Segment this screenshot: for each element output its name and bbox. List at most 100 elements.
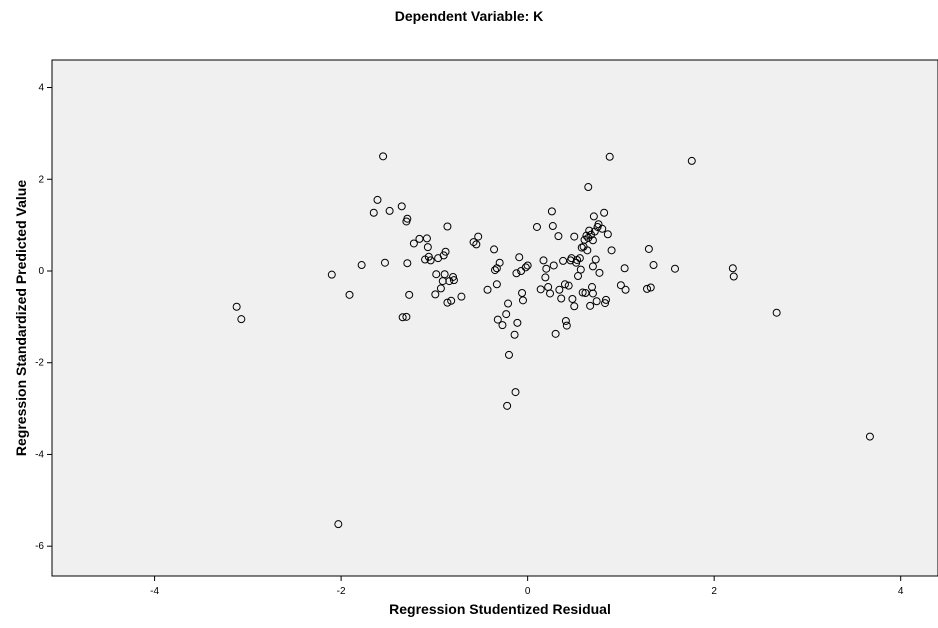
data-point (424, 252, 433, 261)
data-point (334, 520, 343, 529)
data-point (605, 152, 614, 161)
data-point (539, 256, 548, 265)
data-point (644, 244, 653, 253)
data-point (490, 245, 499, 254)
data-point (621, 285, 630, 294)
data-point (564, 281, 573, 290)
y-tick-label: 4 (38, 83, 44, 94)
data-point (373, 195, 382, 204)
data-point (561, 316, 570, 325)
data-point (536, 285, 545, 294)
data-point (518, 296, 527, 305)
data-point (504, 299, 513, 308)
data-point (562, 321, 571, 330)
x-tick-label: 4 (898, 586, 904, 597)
x-tick-label: 0 (525, 586, 531, 597)
data-point (570, 302, 579, 311)
data-point (443, 222, 452, 231)
data-point (687, 156, 696, 165)
data-point (493, 315, 502, 324)
x-axis-label: Regression Studentized Residual (389, 601, 611, 617)
data-point (510, 330, 519, 339)
data-point (327, 270, 336, 279)
y-axis: -6 -4 -2 0 2 4 (35, 83, 52, 552)
data-point (772, 308, 781, 317)
data-point (588, 236, 597, 245)
data-point (441, 247, 450, 256)
data-point (590, 227, 599, 236)
data-point (491, 266, 499, 275)
data-point (380, 258, 389, 267)
data-point (512, 269, 521, 278)
data-point (670, 264, 679, 273)
data-point (601, 299, 610, 308)
data-point (385, 206, 394, 215)
data-point (449, 276, 458, 285)
data-point (474, 232, 483, 241)
data-point (405, 290, 414, 299)
y-tick-label: -6 (35, 541, 44, 552)
data-point (426, 256, 435, 265)
y-tick-label: -4 (35, 449, 44, 460)
data-point (588, 289, 597, 298)
data-point (546, 289, 555, 298)
data-point (574, 272, 583, 281)
data-point (423, 243, 432, 252)
data-point (549, 261, 558, 270)
data-point (439, 251, 448, 260)
data-point (643, 284, 652, 293)
x-tick-label: -2 (337, 586, 346, 597)
data-point (542, 264, 551, 273)
data-point (469, 238, 478, 247)
data-point (607, 246, 616, 255)
data-point (620, 264, 629, 273)
data-point (578, 288, 587, 297)
chart-title: Dependent Variable: K (395, 8, 544, 24)
data-point (403, 214, 412, 223)
y-tick-label: -2 (35, 358, 44, 369)
data-point (865, 432, 874, 441)
data-point (585, 226, 594, 235)
data-point (443, 298, 452, 307)
data-point (616, 281, 625, 290)
data-point (576, 265, 585, 274)
data-point (483, 285, 492, 294)
data-point (515, 253, 524, 262)
data-point (397, 202, 406, 211)
data-point (409, 239, 418, 248)
data-point (584, 183, 593, 192)
data-point (449, 272, 458, 281)
data-point (457, 292, 466, 301)
data-point (379, 152, 388, 161)
data-point (557, 294, 566, 303)
data-point (357, 261, 366, 270)
data-point (532, 222, 541, 231)
data-point (504, 350, 513, 359)
data-point (603, 230, 612, 239)
data-point (591, 255, 600, 264)
data-point (567, 254, 576, 263)
data-point (728, 264, 737, 273)
data-point (586, 301, 595, 310)
data-point (580, 235, 589, 244)
data-points (232, 152, 874, 529)
data-point (598, 224, 607, 233)
data-point (511, 388, 520, 397)
data-point (422, 234, 431, 243)
data-point (548, 222, 557, 231)
data-point (575, 254, 584, 263)
data-point (232, 302, 241, 311)
data-point (554, 232, 563, 241)
data-point (555, 285, 564, 294)
y-axis-label: Regression Standardized Predicted Value (13, 180, 29, 456)
data-point (601, 295, 610, 304)
x-tick-label: 2 (711, 586, 717, 597)
data-point (237, 315, 246, 324)
data-point (502, 310, 511, 319)
data-point (588, 262, 597, 271)
data-point (521, 263, 530, 272)
data-point (345, 290, 354, 299)
data-point (436, 284, 445, 293)
data-point (541, 273, 550, 282)
